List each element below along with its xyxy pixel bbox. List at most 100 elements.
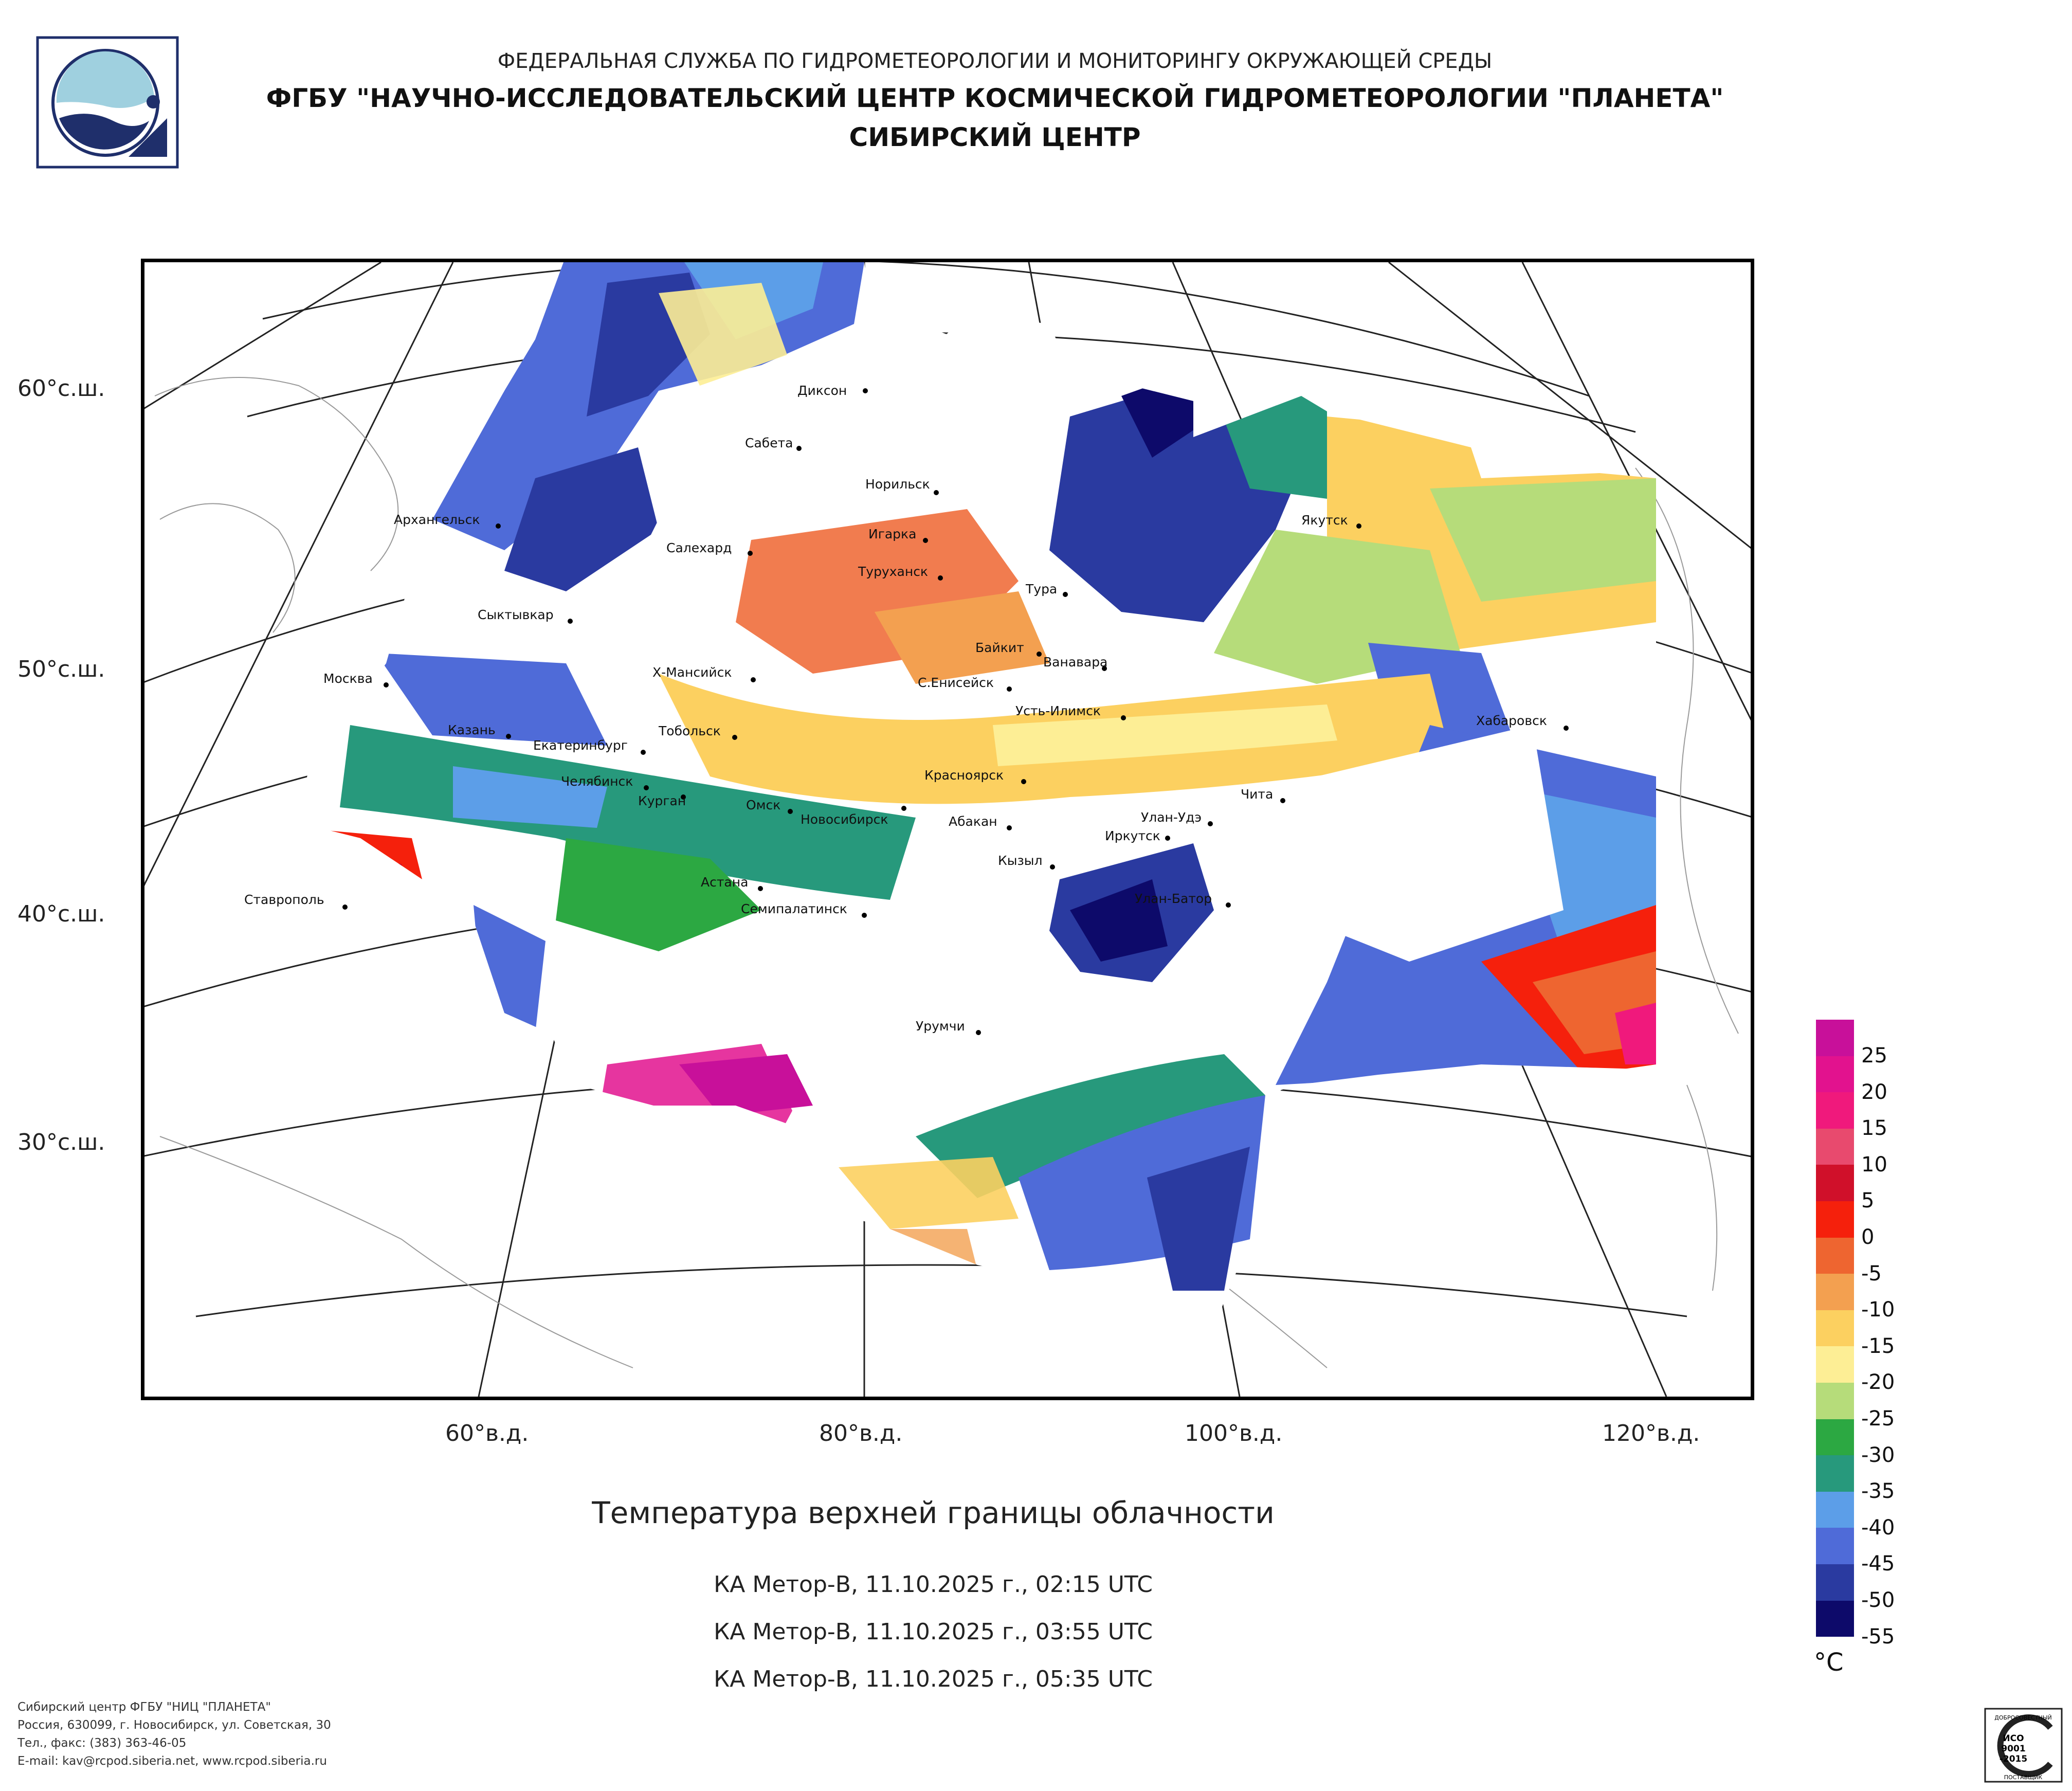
footer-line: Россия, 630099, г. Новосибирск, ул. Сове… — [17, 1718, 331, 1732]
legend-swatch — [1816, 1600, 1854, 1637]
iso-certificate-badge: ДОБРОСОВЕСТНЫЙ ИСО 9001 -2015 ПОСТАВЩИК — [1984, 1708, 2063, 1783]
cert-top-text: ДОБРОСОВЕСТНЫЙ — [1994, 1714, 2052, 1721]
cert-l1: ИСО — [2003, 1733, 2024, 1744]
city-turukhansk: Туруханск — [858, 564, 943, 581]
city-arkhangelsk: Архангельск — [394, 512, 501, 529]
city-moscow: Москва — [323, 671, 389, 688]
svg-text:Улан-Батор: Улан-Батор — [1135, 891, 1212, 906]
city-khabarovsk: Хабаровск — [1476, 713, 1569, 731]
svg-text:Байкит: Байкит — [975, 640, 1024, 655]
svg-text:Тобольск: Тобольск — [658, 723, 721, 738]
city-kazan: Казань — [448, 722, 511, 739]
city-stavropol: Ставрополь — [244, 892, 348, 910]
city-markers: Диксон Сабета Норильск Архангельск Игарк… — [244, 383, 1569, 1035]
svg-text:Сабета: Сабета — [745, 436, 793, 450]
legend-unit: °C — [1814, 1648, 1844, 1677]
legend-tick-label: 5 — [1861, 1189, 1875, 1213]
svg-text:Туруханск: Туруханск — [858, 564, 928, 579]
legend-swatch — [1816, 1056, 1854, 1093]
footer-line: E-mail: kav@rcpod.siberia.net, www.rcpod… — [17, 1754, 327, 1768]
svg-text:Ванавара: Ванавара — [1043, 655, 1107, 670]
lat-label-40: 40°с.ш. — [17, 901, 105, 927]
lat-label-60: 60°с.ш. — [17, 375, 105, 402]
svg-text:Салехард: Салехард — [666, 540, 732, 555]
legend-swatch — [1816, 1020, 1854, 1056]
legend-tick-label: -45 — [1861, 1552, 1895, 1576]
legend-swatch — [1816, 1092, 1854, 1129]
legend-tick-label: -15 — [1861, 1334, 1895, 1358]
svg-text:Усть-Илимск: Усть-Илимск — [1015, 703, 1101, 718]
svg-text:Урумчи: Урумчи — [916, 1019, 965, 1034]
legend-swatch — [1816, 1383, 1854, 1419]
legend-tick-label: -30 — [1861, 1443, 1895, 1467]
svg-text:Челябинск: Челябинск — [561, 774, 633, 789]
city-ulaanbaatar: Улан-Батор — [1135, 891, 1231, 908]
legend-swatch — [1816, 1310, 1854, 1347]
pass-2: КА Метор-В, 11.10.2025 г., 03:55 UTC — [714, 1619, 1153, 1645]
svg-text:Норильск: Норильск — [865, 477, 930, 492]
legend-swatch — [1816, 1346, 1854, 1383]
cert-bottom-text: ПОСТАВЩИК — [2004, 1774, 2043, 1781]
footer-line: Тел., факс: (383) 363-46-05 — [17, 1736, 187, 1750]
header-agency: ФЕДЕРАЛЬНАЯ СЛУЖБА ПО ГИДРОМЕТЕОРОЛОГИИ … — [497, 49, 1493, 73]
city-kurgan: Курган — [638, 793, 686, 808]
legend-swatch — [1816, 1237, 1854, 1274]
legend-tick-label: -25 — [1861, 1407, 1895, 1431]
svg-text:Архангельск: Архангельск — [394, 512, 480, 527]
city-semipalatinsk: Семипалатинск — [741, 901, 867, 918]
legend-tick-label: 15 — [1861, 1116, 1887, 1141]
header-organization: ФГБУ "НАУЧНО-ИССЛЕДОВАТЕЛЬСКИЙ ЦЕНТР КОС… — [266, 83, 1724, 113]
svg-text:Улан-Удэ: Улан-Удэ — [1141, 810, 1202, 825]
cert-l3: -2015 — [2000, 1754, 2027, 1764]
legend-swatch — [1816, 1419, 1854, 1456]
legend-tick-label: 25 — [1861, 1044, 1887, 1068]
svg-text:Екатеринбург: Екатеринбург — [533, 738, 628, 753]
pass-1: КА Метор-В, 11.10.2025 г., 02:15 UTC — [714, 1571, 1153, 1598]
svg-text:Сыктывкар: Сыктывкар — [478, 607, 554, 622]
pass-3: КА Метор-В, 11.10.2025 г., 05:35 UTC — [714, 1666, 1153, 1692]
legend-tick-label: -55 — [1861, 1624, 1895, 1649]
city-tobolsk: Тобольск — [658, 723, 737, 740]
city-vanavara: Ванавара — [1043, 655, 1107, 671]
city-norilsk: Норильск — [865, 477, 939, 495]
city-khanty-mansiysk: Х-Мансийск — [652, 665, 756, 682]
satellite-swath — [299, 262, 1656, 1327]
city-novosibirsk: Новосибирск — [801, 806, 906, 827]
svg-text:Курган: Курган — [638, 793, 686, 808]
svg-text:Игарка: Игарка — [868, 527, 916, 541]
lat-label-30: 30°с.ш. — [17, 1129, 105, 1155]
svg-text:Чита: Чита — [1241, 787, 1273, 802]
city-dikson: Диксон — [797, 383, 868, 398]
svg-text:Иркутск: Иркутск — [1105, 828, 1160, 843]
svg-text:Абакан: Абакан — [949, 814, 997, 829]
footer-line: Сибирский центр ФГБУ "НИЦ "ПЛАНЕТА" — [17, 1700, 271, 1714]
legend-tick-label: 10 — [1861, 1152, 1887, 1177]
footer-contacts: Сибирский центр ФГБУ "НИЦ "ПЛАНЕТА" Росс… — [17, 1698, 331, 1770]
city-astana: Астана — [701, 875, 763, 891]
svg-text:Х-Мансийск: Х-Мансийск — [652, 665, 732, 680]
svg-text:Ставрополь: Ставрополь — [244, 892, 324, 907]
svg-text:С.Енисейск: С.Енисейск — [918, 675, 994, 690]
legend-swatch — [1816, 1564, 1854, 1601]
legend-swatch — [1816, 1274, 1854, 1310]
svg-text:Кызыл: Кызыл — [998, 853, 1043, 868]
city-ust-ilimsk: Усть-Илимск — [1015, 703, 1126, 720]
lon-label-60: 60°в.д. — [445, 1420, 529, 1446]
legend-tick-label: -40 — [1861, 1515, 1895, 1540]
svg-text:Хабаровск: Хабаровск — [1476, 713, 1547, 728]
lon-label-80: 80°в.д. — [819, 1420, 903, 1446]
city-sabeta: Сабета — [745, 436, 802, 451]
legend-tick-label: -50 — [1861, 1588, 1895, 1612]
map-canvas: Диксон Сабета Норильск Архангельск Игарк… — [144, 262, 1751, 1397]
legend-swatch — [1816, 1491, 1854, 1528]
city-syktyvkar: Сыктывкар — [478, 607, 573, 624]
city-chelyabinsk: Челябинск — [561, 774, 649, 790]
svg-text:Якутск: Якутск — [1301, 513, 1348, 528]
city-yekaterinburg: Екатеринбург — [533, 738, 646, 755]
city-yakutsk: Якутск — [1301, 513, 1361, 529]
svg-text:Диксон: Диксон — [797, 383, 847, 398]
svg-text:Омск: Омск — [746, 798, 780, 812]
legend-swatch — [1816, 1528, 1854, 1564]
city-abakan: Абакан — [949, 814, 1012, 830]
city-irkutsk: Иркутск — [1105, 828, 1170, 843]
